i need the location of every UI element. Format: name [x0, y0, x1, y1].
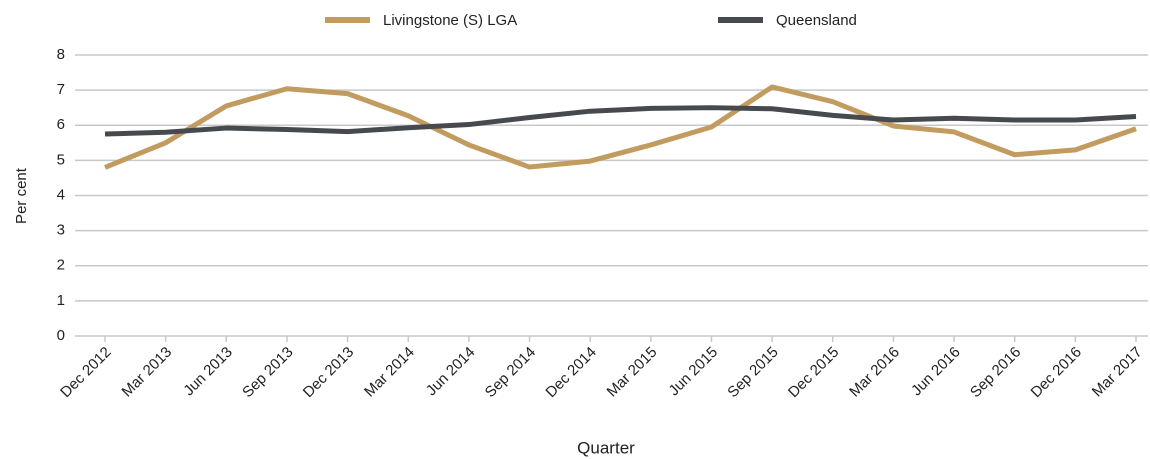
x-tick-label: Dec 2014	[542, 344, 599, 401]
y-tick-label: 0	[57, 327, 65, 344]
x-tick-label: Mar 2015	[604, 344, 661, 401]
legend-label: Queensland	[776, 12, 857, 29]
series-line	[104, 84, 1137, 170]
y-tick-label: 6	[57, 116, 65, 133]
y-tick-label: 5	[57, 151, 65, 168]
y-tick-label: 7	[57, 81, 65, 98]
x-tick-label: Dec 2015	[785, 344, 842, 401]
x-tick-label: Jun 2013	[180, 344, 236, 400]
x-tick-label: Sep 2016	[967, 344, 1024, 401]
x-axis-label: Quarter	[577, 438, 635, 457]
x-tick-label: Dec 2012	[57, 344, 114, 401]
x-tick-label: Jun 2016	[908, 344, 964, 400]
y-tick-label: 2	[57, 257, 65, 274]
x-tick-label: Dec 2013	[300, 344, 357, 401]
x-tick-label: Mar 2016	[846, 344, 903, 401]
y-tick-label: 3	[57, 222, 65, 239]
x-tick-label: Mar 2014	[361, 344, 418, 401]
x-tick-label: Mar 2013	[118, 344, 175, 401]
y-tick-label: 4	[57, 186, 65, 203]
x-tick-label: Dec 2016	[1028, 344, 1085, 401]
y-tick-label: 1	[57, 292, 65, 309]
x-tick-label: Sep 2014	[482, 344, 539, 401]
x-tick-label: Jun 2014	[423, 344, 479, 400]
y-tick-label: 8	[57, 46, 65, 63]
x-tick-label: Mar 2017	[1089, 344, 1146, 401]
x-tick-label: Jun 2015	[665, 344, 721, 400]
x-tick-label: Sep 2015	[724, 344, 781, 401]
series-line	[104, 105, 1137, 137]
x-tick-label: Sep 2013	[239, 344, 296, 401]
legend-label: Livingstone (S) LGA	[383, 12, 517, 29]
y-axis-label: Per cent	[13, 167, 30, 224]
